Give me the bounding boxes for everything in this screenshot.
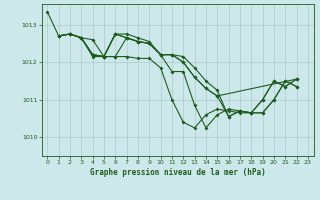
X-axis label: Graphe pression niveau de la mer (hPa): Graphe pression niveau de la mer (hPa) xyxy=(90,168,266,177)
